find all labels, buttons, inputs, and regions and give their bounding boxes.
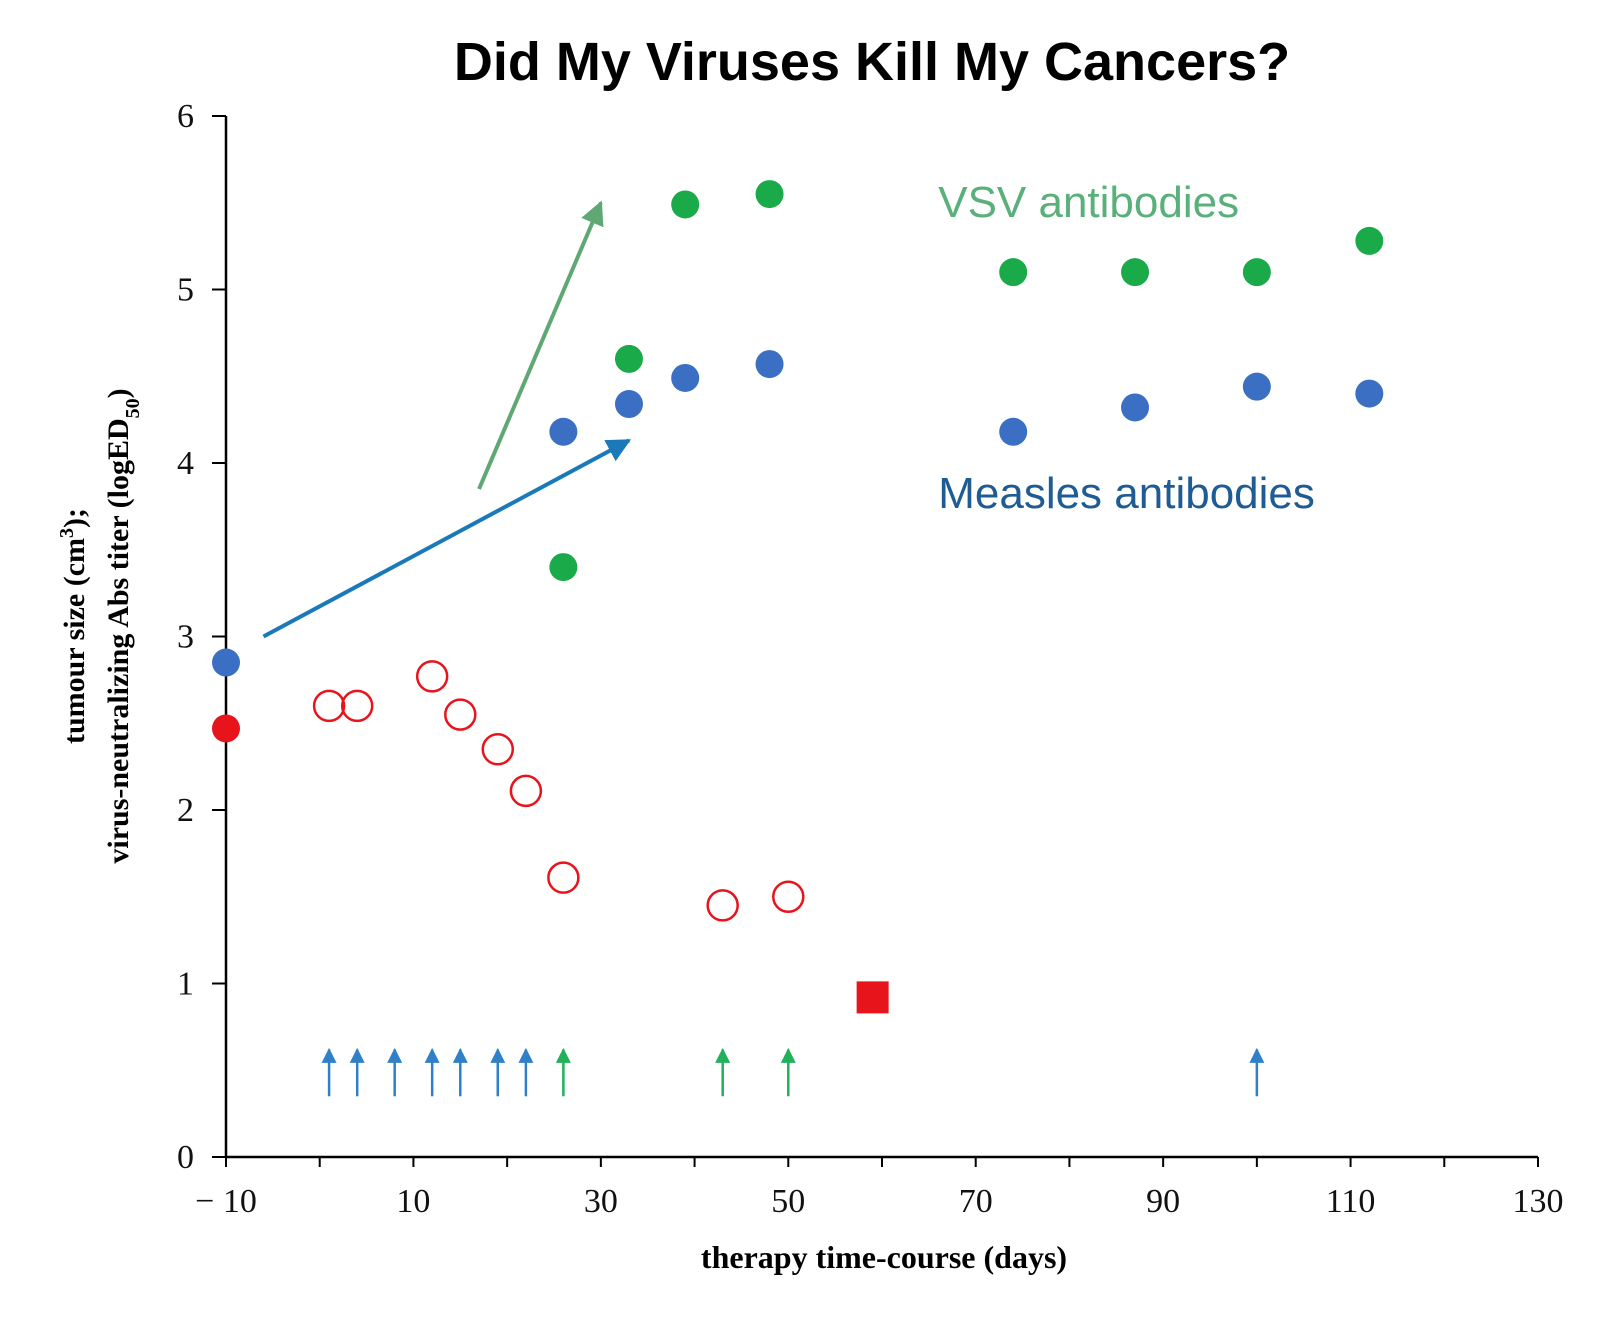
- svg-text:virus-neutralizing Abs titer (: virus-neutralizing Abs titer (logED50): [102, 388, 144, 863]
- tumour-square-point: [856, 981, 889, 1014]
- y-tick-label: 4: [177, 445, 194, 482]
- y-tick-label: 6: [177, 98, 194, 135]
- annotations: VSV antibodies Measles antibodies: [938, 178, 1315, 518]
- vsv-trend-arrow: [477, 200, 604, 490]
- vsv-point: [1355, 226, 1384, 255]
- y-tick-label: 3: [177, 619, 194, 656]
- vsv-point: [999, 258, 1028, 287]
- data-points: [212, 180, 1384, 1014]
- x-tick-label: 10: [396, 1183, 430, 1220]
- y-tick-label: 1: [177, 966, 194, 1003]
- trend-arrows: [262, 200, 632, 639]
- y-axis-label-line1-end: );: [58, 508, 91, 528]
- vsv-point: [1242, 258, 1271, 287]
- measles-point: [549, 417, 578, 446]
- y-axis-label-sup: 3: [56, 528, 78, 538]
- chart-title: Did My Viruses Kill My Cancers?: [454, 32, 1290, 92]
- y-axis-label-line1: tumour size (cm: [58, 538, 91, 744]
- vsv-label: VSV antibodies: [938, 178, 1239, 227]
- tumour-point: [212, 714, 240, 743]
- x-axis-label: therapy time-course (days): [701, 1239, 1067, 1275]
- vsv-point: [1121, 258, 1150, 287]
- tumour-open-point: [415, 660, 449, 693]
- vsv-point: [755, 180, 784, 209]
- measles-point: [1242, 372, 1271, 401]
- measles-point: [755, 350, 784, 379]
- y-tick-label: 2: [177, 792, 194, 829]
- x-tick-label: 130: [1513, 1183, 1564, 1220]
- tumour-open-point: [509, 774, 543, 808]
- tumour-open-point: [444, 698, 477, 731]
- y-axis-label-line2: virus-neutralizing Abs titer (logED: [102, 418, 135, 863]
- x-tick-label: 110: [1326, 1183, 1376, 1220]
- measles-point: [1355, 379, 1384, 408]
- measles-point: [671, 363, 700, 392]
- tumour-open-point: [312, 689, 346, 723]
- ticks: 0 1 2 3 4 5 6 − 10 10 30 50 70 90 110 130: [177, 98, 1564, 1220]
- y-axis-label-line2-end: ): [102, 388, 135, 398]
- tumour-open-point: [481, 733, 515, 766]
- vsv-point: [671, 190, 700, 219]
- vsv-point: [614, 344, 643, 373]
- measles-point: [212, 648, 240, 677]
- x-tick-label: 30: [584, 1183, 618, 1220]
- y-axis-label-sub: 50: [122, 398, 144, 418]
- y-axis-label: tumour size (cm3); virus-neutralizing Ab…: [56, 388, 144, 863]
- x-tick-label: 70: [959, 1183, 993, 1220]
- measles-point: [1121, 393, 1150, 422]
- tumour-open-point: [706, 889, 739, 922]
- y-tick-label: 5: [177, 272, 194, 309]
- x-tick-label: − 10: [195, 1183, 257, 1220]
- measles-trend-arrow: [262, 438, 632, 639]
- y-tick-label: 0: [177, 1139, 194, 1176]
- measles-point: [999, 417, 1028, 446]
- measles-label: Measles antibodies: [938, 469, 1315, 518]
- x-tick-label: 50: [771, 1183, 805, 1220]
- svg-text:tumour size (cm3);: tumour size (cm3);: [56, 508, 91, 744]
- measles-point: [614, 390, 643, 419]
- tumour-open-point: [772, 880, 805, 913]
- dose-arrows: [321, 1047, 1265, 1097]
- vsv-point: [549, 553, 578, 582]
- tumour-open-point: [340, 689, 374, 723]
- x-tick-label: 90: [1146, 1183, 1180, 1220]
- tumour-open-point: [547, 861, 580, 894]
